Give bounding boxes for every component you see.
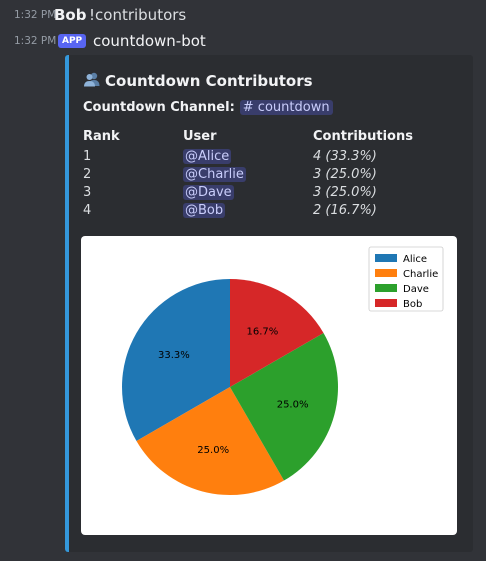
legend-label-charlie: Charlie [403,269,438,280]
user-mention[interactable]: @Alice [183,149,232,164]
pie-slice-charlie [136,387,284,495]
pie-label-alice: 33.3% [158,350,190,361]
user-mention[interactable]: @Bob [183,203,226,218]
contribution-cell: 3 (25.0%) [313,185,377,200]
message-timestamp: 1:32 PM [14,9,57,21]
legend-frame [368,246,444,312]
message-text: !contributors [89,6,187,24]
contribution-percent: (25.0%) [325,185,377,200]
legend-swatch-alice [375,254,397,262]
channel-field: Countdown Channel: # countdown [83,100,333,115]
table-header-contributions: Contributions [313,129,413,144]
embed-title: Countdown Contributors [83,71,313,91]
contribution-cell: 4 (33.3%) [313,149,377,164]
app-badge: APP [58,34,87,48]
contribution-count: 4 [313,149,322,164]
embed-title-text: Countdown Contributors [105,72,313,90]
message-timestamp: 1:32 PM [14,35,57,47]
channel-field-label: Countdown Channel: [83,100,235,115]
contribution-count: 2 [313,203,322,218]
legend-swatch-charlie [375,269,397,277]
legend-label-alice: Alice [403,254,427,265]
table-header-user: User [183,129,217,144]
pie-label-dave: 25.0% [277,399,309,410]
pie-slice-dave [230,333,338,481]
table-header-rank: Rank [83,129,120,144]
bot-embed: Countdown Contributors Countdown Channel… [65,55,473,552]
contribution-cell: 2 (16.7%) [313,203,377,218]
pie-slice-labels: 33.3% 25.0% 25.0% 16.7% [158,326,308,456]
contribution-cell: 3 (25.0%) [313,167,377,182]
user-mention[interactable]: @Charlie [183,167,246,182]
message-bot-reply: 1:32 PM APP countdown-bot [0,32,486,50]
pie-label-charlie: 25.0% [197,445,229,456]
pie-chart: 33.3% 25.0% 25.0% 16.7% Alice Charlie Dave Bob [122,246,444,495]
rank-cell: 1 [83,149,92,164]
busts-in-silhouette-icon [83,71,101,91]
legend-label-dave: Dave [403,284,429,295]
contribution-percent: (25.0%) [325,167,377,182]
legend-swatch-bob [375,299,397,307]
pie-slices [122,279,338,495]
pie-slice-bob [230,279,324,387]
legend-swatch-dave [375,284,397,292]
rank-cell: 3 [83,185,92,200]
contribution-count: 3 [313,167,322,182]
message-author[interactable]: Bob [54,6,87,24]
rank-cell: 4 [83,203,92,218]
pie-slice-alice [122,279,230,441]
contribution-percent: (16.7%) [325,203,377,218]
contribution-count: 3 [313,185,322,200]
pie-label-bob: 16.7% [247,326,279,337]
chart-legend: Alice Charlie Dave Bob [368,246,444,312]
rank-cell: 2 [83,167,92,182]
message-author[interactable]: countdown-bot [93,32,206,50]
embed-chart-image[interactable]: 33.3% 25.0% 25.0% 16.7% Alice Charlie Dave Bob [81,236,457,535]
user-mention[interactable]: @Dave [183,185,234,200]
message-user-command: 1:32 PM Bob !contributors [0,6,486,24]
legend-label-bob: Bob [403,299,422,310]
channel-mention[interactable]: # countdown [239,100,333,115]
contribution-percent: (33.3%) [325,149,377,164]
